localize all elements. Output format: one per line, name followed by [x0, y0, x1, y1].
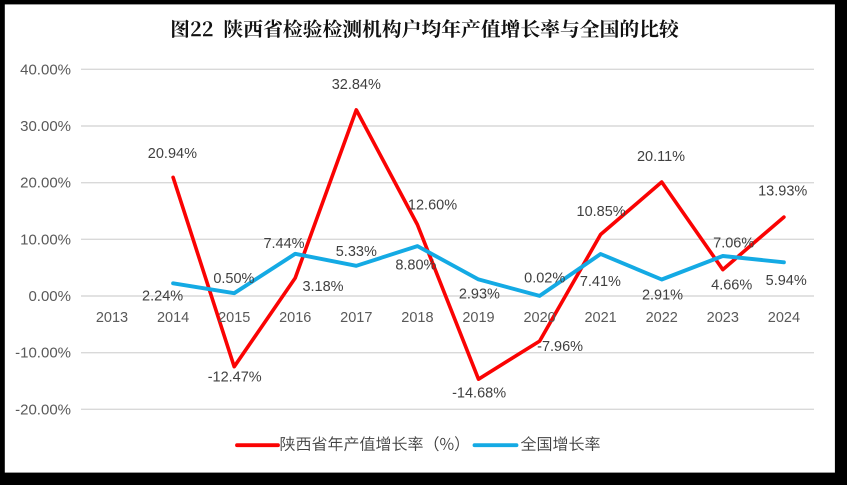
svg-text:-14.68%: -14.68% — [452, 386, 506, 402]
svg-text:2015: 2015 — [218, 310, 250, 326]
svg-text:20.94%: 20.94% — [148, 146, 197, 162]
svg-text:-12.47%: -12.47% — [208, 369, 262, 385]
svg-text:0.00%: 0.00% — [28, 288, 71, 305]
svg-text:2024: 2024 — [768, 310, 800, 326]
svg-text:10.85%: 10.85% — [577, 204, 626, 220]
svg-text:-10.00%: -10.00% — [15, 345, 71, 362]
svg-text:2017: 2017 — [340, 310, 372, 326]
svg-text:30.00%: 30.00% — [20, 118, 71, 135]
svg-text:2020: 2020 — [523, 310, 555, 326]
svg-text:12.60%: 12.60% — [408, 197, 457, 213]
svg-text:2016: 2016 — [279, 310, 311, 326]
svg-text:0.50%: 0.50% — [213, 271, 254, 287]
svg-text:2022: 2022 — [646, 310, 678, 326]
svg-text:20.11%: 20.11% — [637, 149, 685, 165]
svg-text:2013: 2013 — [96, 310, 128, 326]
svg-text:5.94%: 5.94% — [766, 273, 807, 289]
svg-text:2019: 2019 — [462, 310, 494, 326]
svg-text:20.00%: 20.00% — [20, 175, 71, 192]
svg-text:4.66%: 4.66% — [711, 278, 752, 294]
svg-text:13.93%: 13.93% — [758, 184, 807, 200]
svg-text:-20.00%: -20.00% — [15, 401, 71, 418]
svg-text:2.93%: 2.93% — [459, 287, 500, 303]
svg-text:2023: 2023 — [707, 310, 739, 326]
svg-text:2.91%: 2.91% — [642, 288, 683, 304]
svg-text:2014: 2014 — [157, 310, 189, 326]
svg-text:8.80%: 8.80% — [395, 257, 436, 273]
svg-text:7.44%: 7.44% — [263, 236, 304, 252]
svg-text:2.24%: 2.24% — [142, 288, 183, 304]
svg-text:7.41%: 7.41% — [580, 274, 621, 290]
svg-text:32.84%: 32.84% — [332, 77, 381, 93]
svg-text:2018: 2018 — [401, 310, 433, 326]
svg-text:10.00%: 10.00% — [20, 231, 71, 248]
svg-text:2021: 2021 — [584, 310, 616, 326]
svg-text:3.18%: 3.18% — [302, 279, 343, 295]
svg-text:5.33%: 5.33% — [336, 244, 377, 260]
svg-text:7.06%: 7.06% — [713, 236, 754, 252]
svg-text:0.02%: 0.02% — [524, 271, 565, 287]
svg-text:40.00%: 40.00% — [20, 61, 71, 78]
svg-text:-7.96%: -7.96% — [537, 339, 583, 355]
